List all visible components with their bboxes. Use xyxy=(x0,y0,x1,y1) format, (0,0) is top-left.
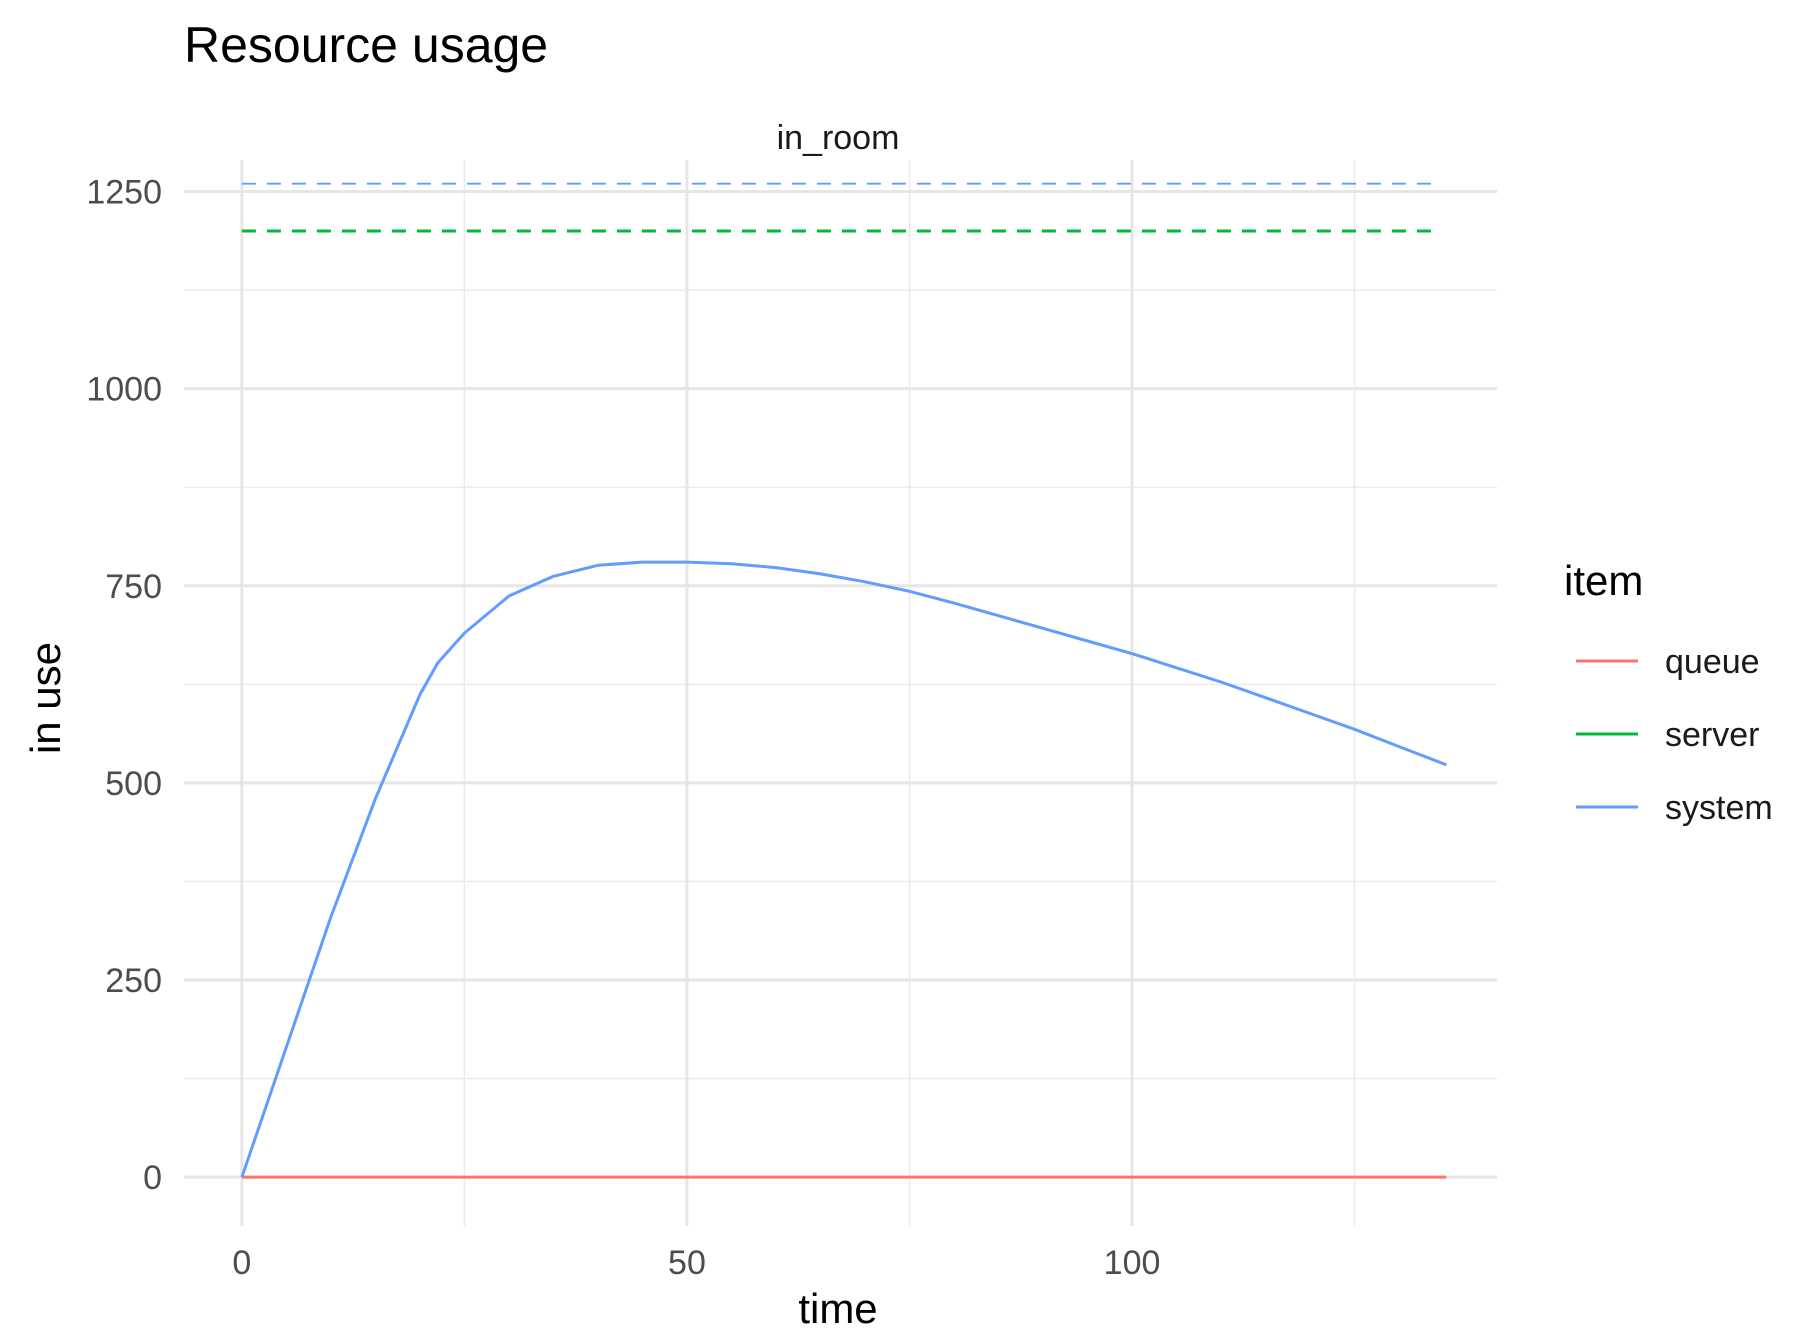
legend: item queue server system xyxy=(1564,557,1773,827)
x-tick-label: 0 xyxy=(232,1244,251,1282)
legend-label-system: system xyxy=(1665,789,1773,827)
y-tick-label: 750 xyxy=(105,568,162,606)
y-tick-label: 1000 xyxy=(86,371,162,409)
y-tick-label: 250 xyxy=(105,962,162,1000)
x-tick-label: 50 xyxy=(668,1244,706,1282)
major-gridlines xyxy=(184,160,1497,1226)
legend-title: item xyxy=(1564,557,1643,604)
y-tick-label: 1250 xyxy=(86,174,162,212)
y-tick-label: 0 xyxy=(143,1159,162,1197)
facet-strip-label: in_room xyxy=(777,119,900,157)
legend-label-server: server xyxy=(1665,716,1759,754)
x-axis-tick-labels: 0 50 100 xyxy=(232,1244,1160,1282)
y-tick-label: 500 xyxy=(105,765,162,803)
legend-entries: queue server system xyxy=(1576,643,1773,827)
x-axis-title: time xyxy=(798,1285,877,1332)
x-tick-label: 100 xyxy=(1104,1244,1161,1282)
y-axis-title: in use xyxy=(22,642,69,754)
series-layer xyxy=(240,182,1447,1179)
legend-label-queue: queue xyxy=(1665,643,1760,681)
minor-gridlines xyxy=(184,160,1497,1226)
y-axis-tick-labels: 0 250 500 750 1000 1250 xyxy=(86,174,162,1198)
chart-title: Resource usage xyxy=(184,17,548,73)
series-line-system xyxy=(240,560,1447,1178)
